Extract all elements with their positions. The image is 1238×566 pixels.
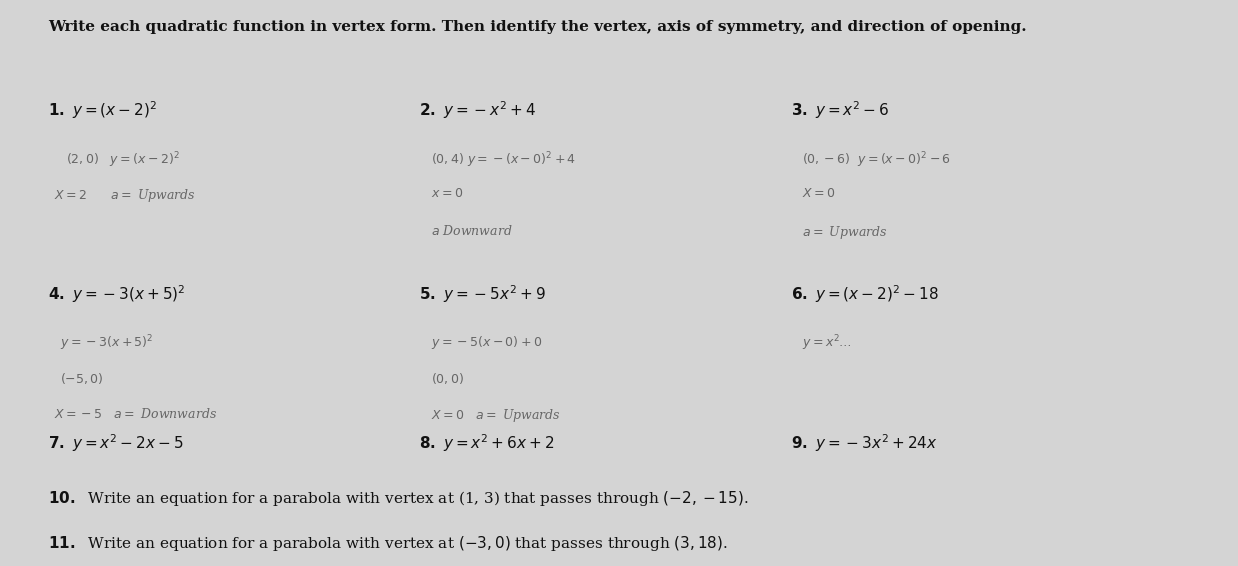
Text: $(0,0)$: $(0,0)$ [431, 371, 464, 385]
Text: $\mathbf{2.}$ $y = -x^2 + 4$: $\mathbf{2.}$ $y = -x^2 + 4$ [420, 100, 536, 121]
Text: $\mathbf{4.}$ $y = -3(x + 5)^2$: $\mathbf{4.}$ $y = -3(x + 5)^2$ [48, 283, 186, 305]
Text: $X=0$   $a=$ Upwards: $X=0$ $a=$ Upwards [431, 407, 561, 424]
Text: $(0,-6)$  $y=(x-0)^2-6$: $(0,-6)$ $y=(x-0)^2-6$ [802, 151, 952, 170]
Text: $\mathbf{6.}$ $y = (x - 2)^2 - 18$: $\mathbf{6.}$ $y = (x - 2)^2 - 18$ [791, 283, 938, 305]
Text: $X=2$      $a=$ Upwards: $X=2$ $a=$ Upwards [53, 187, 196, 204]
Text: $x=0$: $x=0$ [431, 187, 463, 200]
Text: $(2, 0)$   $y=(x-2)^2$: $(2, 0)$ $y=(x-2)^2$ [66, 151, 180, 170]
Text: $y=-5(x-0)+0$: $y=-5(x-0)+0$ [431, 334, 542, 351]
Text: $X=-5$   $a=$ Downwards: $X=-5$ $a=$ Downwards [53, 407, 217, 421]
Text: $a=$ Upwards: $a=$ Upwards [802, 224, 888, 241]
Text: $y=-3(x+5)^2$: $y=-3(x+5)^2$ [59, 334, 154, 353]
Text: $\mathbf{3.}$ $y = x^2 - 6$: $\mathbf{3.}$ $y = x^2 - 6$ [791, 100, 889, 121]
Text: $\mathbf{5.}$ $y = -5x^2 + 9$: $\mathbf{5.}$ $y = -5x^2 + 9$ [420, 283, 546, 305]
Text: $(0,4)$ $y=-(x-0)^2+4$: $(0,4)$ $y=-(x-0)^2+4$ [431, 151, 576, 170]
Text: $a$ Downward: $a$ Downward [431, 224, 513, 238]
Text: $\mathbf{7.}$ $y = x^2 - 2x - 5$: $\mathbf{7.}$ $y = x^2 - 2x - 5$ [48, 432, 183, 454]
Text: $\mathbf{1.}$ $y = (x - 2)^2$: $\mathbf{1.}$ $y = (x - 2)^2$ [48, 100, 157, 121]
Text: $\mathbf{9.}$ $y = -3x^2 + 24x$: $\mathbf{9.}$ $y = -3x^2 + 24x$ [791, 432, 937, 454]
Text: $X=0$: $X=0$ [802, 187, 836, 200]
Text: $\mathbf{8.}$ $y = x^2 + 6x + 2$: $\mathbf{8.}$ $y = x^2 + 6x + 2$ [420, 432, 555, 454]
Text: $\mathbf{10.}$  Write an equation for a parabola with vertex at (1, 3) that pass: $\mathbf{10.}$ Write an equation for a p… [48, 489, 748, 508]
Text: $y=x^2\ldots$: $y=x^2\ldots$ [802, 334, 853, 353]
Text: $\mathbf{11.}$  Write an equation for a parabola with vertex at $(-3, 0)$ that p: $\mathbf{11.}$ Write an equation for a p… [48, 534, 728, 553]
Text: $(-5,0)$: $(-5,0)$ [59, 371, 103, 385]
Text: Write each quadratic function in vertex form. Then identify the vertex, axis of : Write each quadratic function in vertex … [48, 20, 1026, 35]
